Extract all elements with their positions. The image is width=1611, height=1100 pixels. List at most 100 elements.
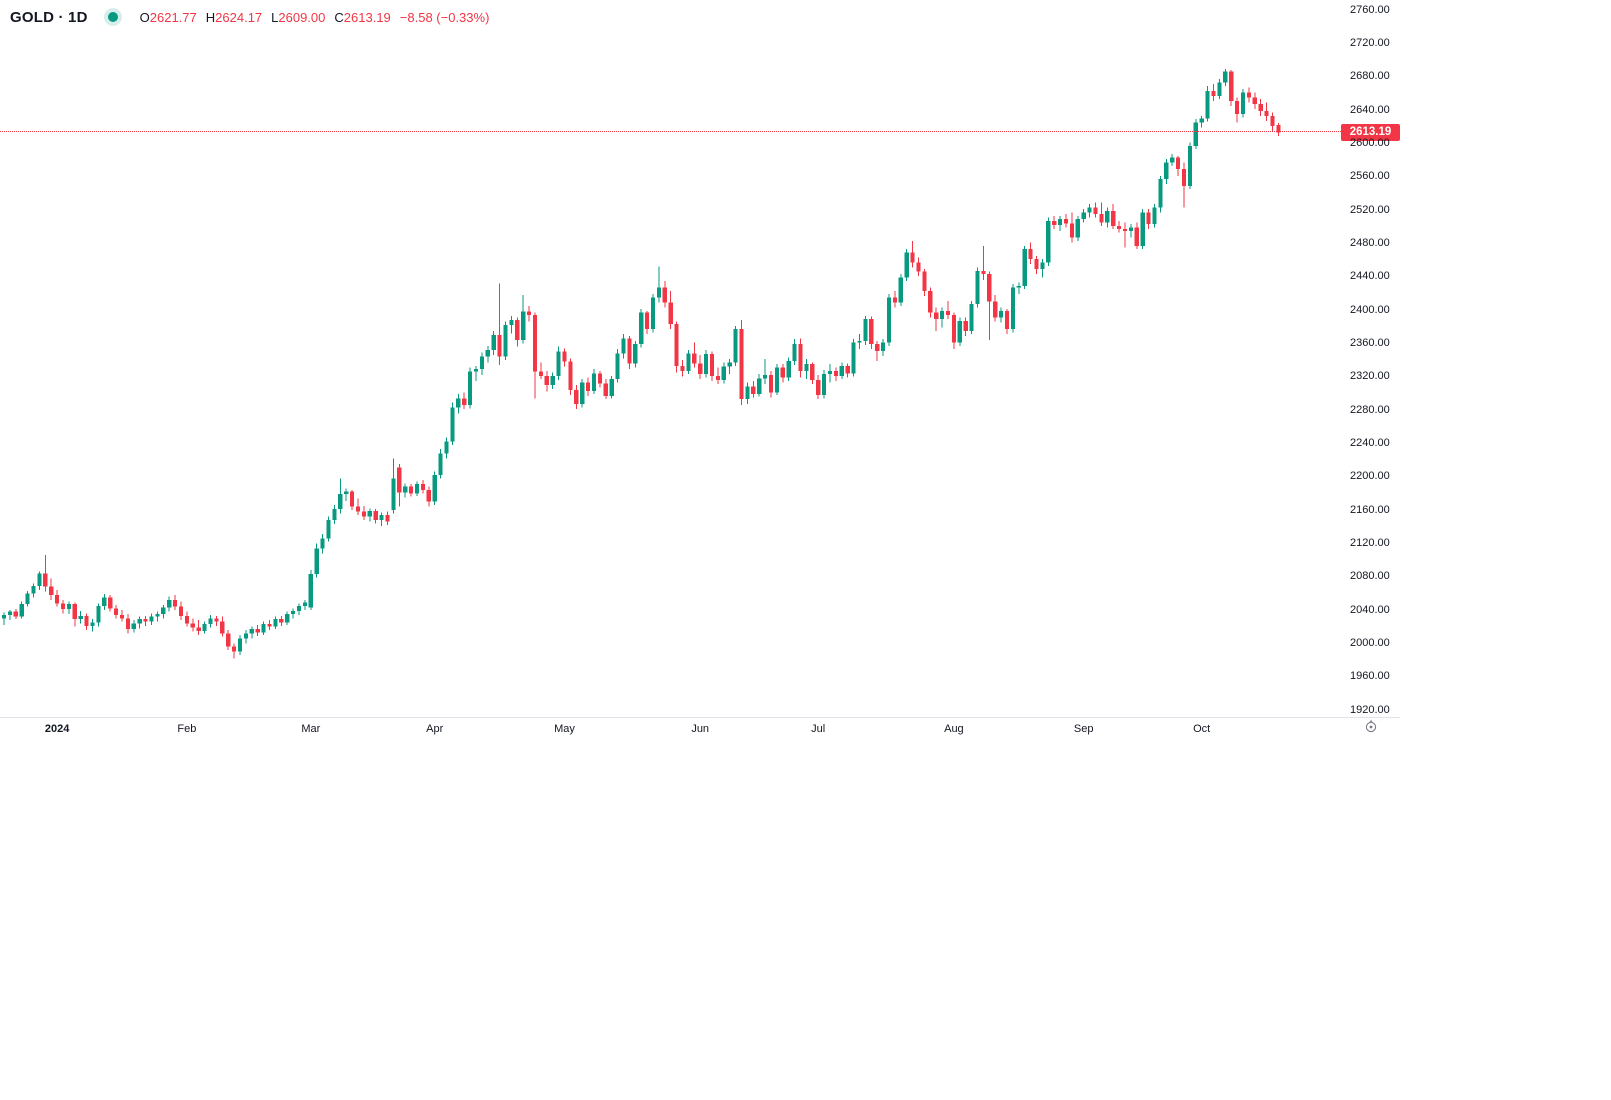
candle [987,274,992,302]
candle [680,365,685,371]
candle [373,510,378,520]
candle [804,364,809,371]
time-axis-label: Jun [691,723,710,735]
candle [957,320,962,343]
candle [320,538,325,549]
candle [910,252,915,263]
low-label: L [271,9,279,25]
candle [1040,262,1045,270]
candle [597,373,602,384]
candle [603,383,608,396]
candle [940,310,945,320]
candle [414,484,420,494]
candle [1246,92,1251,98]
candle [125,618,130,630]
candle [462,398,467,405]
candle [1058,219,1063,225]
candle [1164,162,1169,180]
candlestick-chart[interactable] [0,0,1345,717]
high-label: H [205,9,216,25]
price-axis-label: 2120.00 [1350,536,1390,549]
candle [674,324,679,366]
price-axis-label: 2480.00 [1350,236,1390,249]
candle [1146,212,1151,225]
candle [7,611,12,615]
candle [291,610,296,615]
candle [922,271,927,291]
candle [509,320,514,325]
candle [1264,110,1269,116]
open-value: 2621.77 [149,9,197,25]
candle [792,344,797,361]
candle [627,338,632,364]
candle [1117,225,1122,230]
candle [214,618,219,622]
candle [739,329,744,400]
candle [131,623,136,630]
gear-icon[interactable] [1363,719,1379,735]
candle [692,353,697,364]
candle [993,301,998,318]
candle [108,597,113,609]
price-axis-label: 2160.00 [1350,503,1390,516]
time-axis-label: Sep [1073,723,1094,735]
candle [881,342,886,351]
candle [261,624,266,633]
candle [1158,179,1163,208]
candle [586,382,591,391]
candle [1052,220,1057,225]
candle [544,375,549,385]
candle [173,600,178,607]
candle [757,378,762,395]
time-axis-label: Apr [426,723,444,735]
candle [904,252,909,278]
candle [633,344,638,364]
candle [155,614,160,617]
candle [1,615,7,619]
candle [491,335,496,350]
candle [1069,223,1074,238]
candle [839,365,844,376]
candle [456,398,461,408]
candle [403,486,408,493]
candle [727,362,732,367]
candle [609,379,614,396]
candle [273,619,278,627]
candle [662,287,667,303]
candle [1152,207,1157,225]
candle [385,515,390,522]
candle [302,602,307,606]
candle [114,608,119,615]
candle [202,624,207,631]
market-status-icon[interactable] [107,12,118,22]
candle [1022,249,1027,286]
price-axis-label: 2520.00 [1350,203,1390,216]
candle [72,604,77,620]
price-axis-label: 2400.00 [1350,303,1390,316]
candle [521,311,526,340]
candle [102,597,107,606]
price-axis-label: 2560.00 [1350,170,1390,183]
time-axis[interactable]: 2024 Feb Mar Apr May Jun Jul Aug Sep Oct [0,717,1400,744]
symbol-title[interactable]: GOLD · 1D [10,8,88,26]
candle [1199,118,1204,123]
candle [184,615,189,624]
price-axis[interactable]: 2760.00 2720.00 2680.00 2640.00 2600.00 2560.… [1348,0,1418,717]
candle [249,629,254,634]
candle [1111,210,1116,226]
close-value: 2613.19 [343,9,391,25]
candle [13,611,18,617]
candle [527,311,532,315]
close-label: C [334,9,344,25]
candle [479,356,484,370]
candle [391,478,396,510]
price-axis-label: 1960.00 [1350,670,1390,683]
candle [745,386,750,400]
candle [60,603,66,610]
candle [981,270,986,275]
price-axis-label: 2320.00 [1350,370,1390,383]
candle [43,573,48,587]
candle [1075,219,1080,238]
candle [25,593,30,605]
price-axis-label: 2720.00 [1350,36,1390,49]
